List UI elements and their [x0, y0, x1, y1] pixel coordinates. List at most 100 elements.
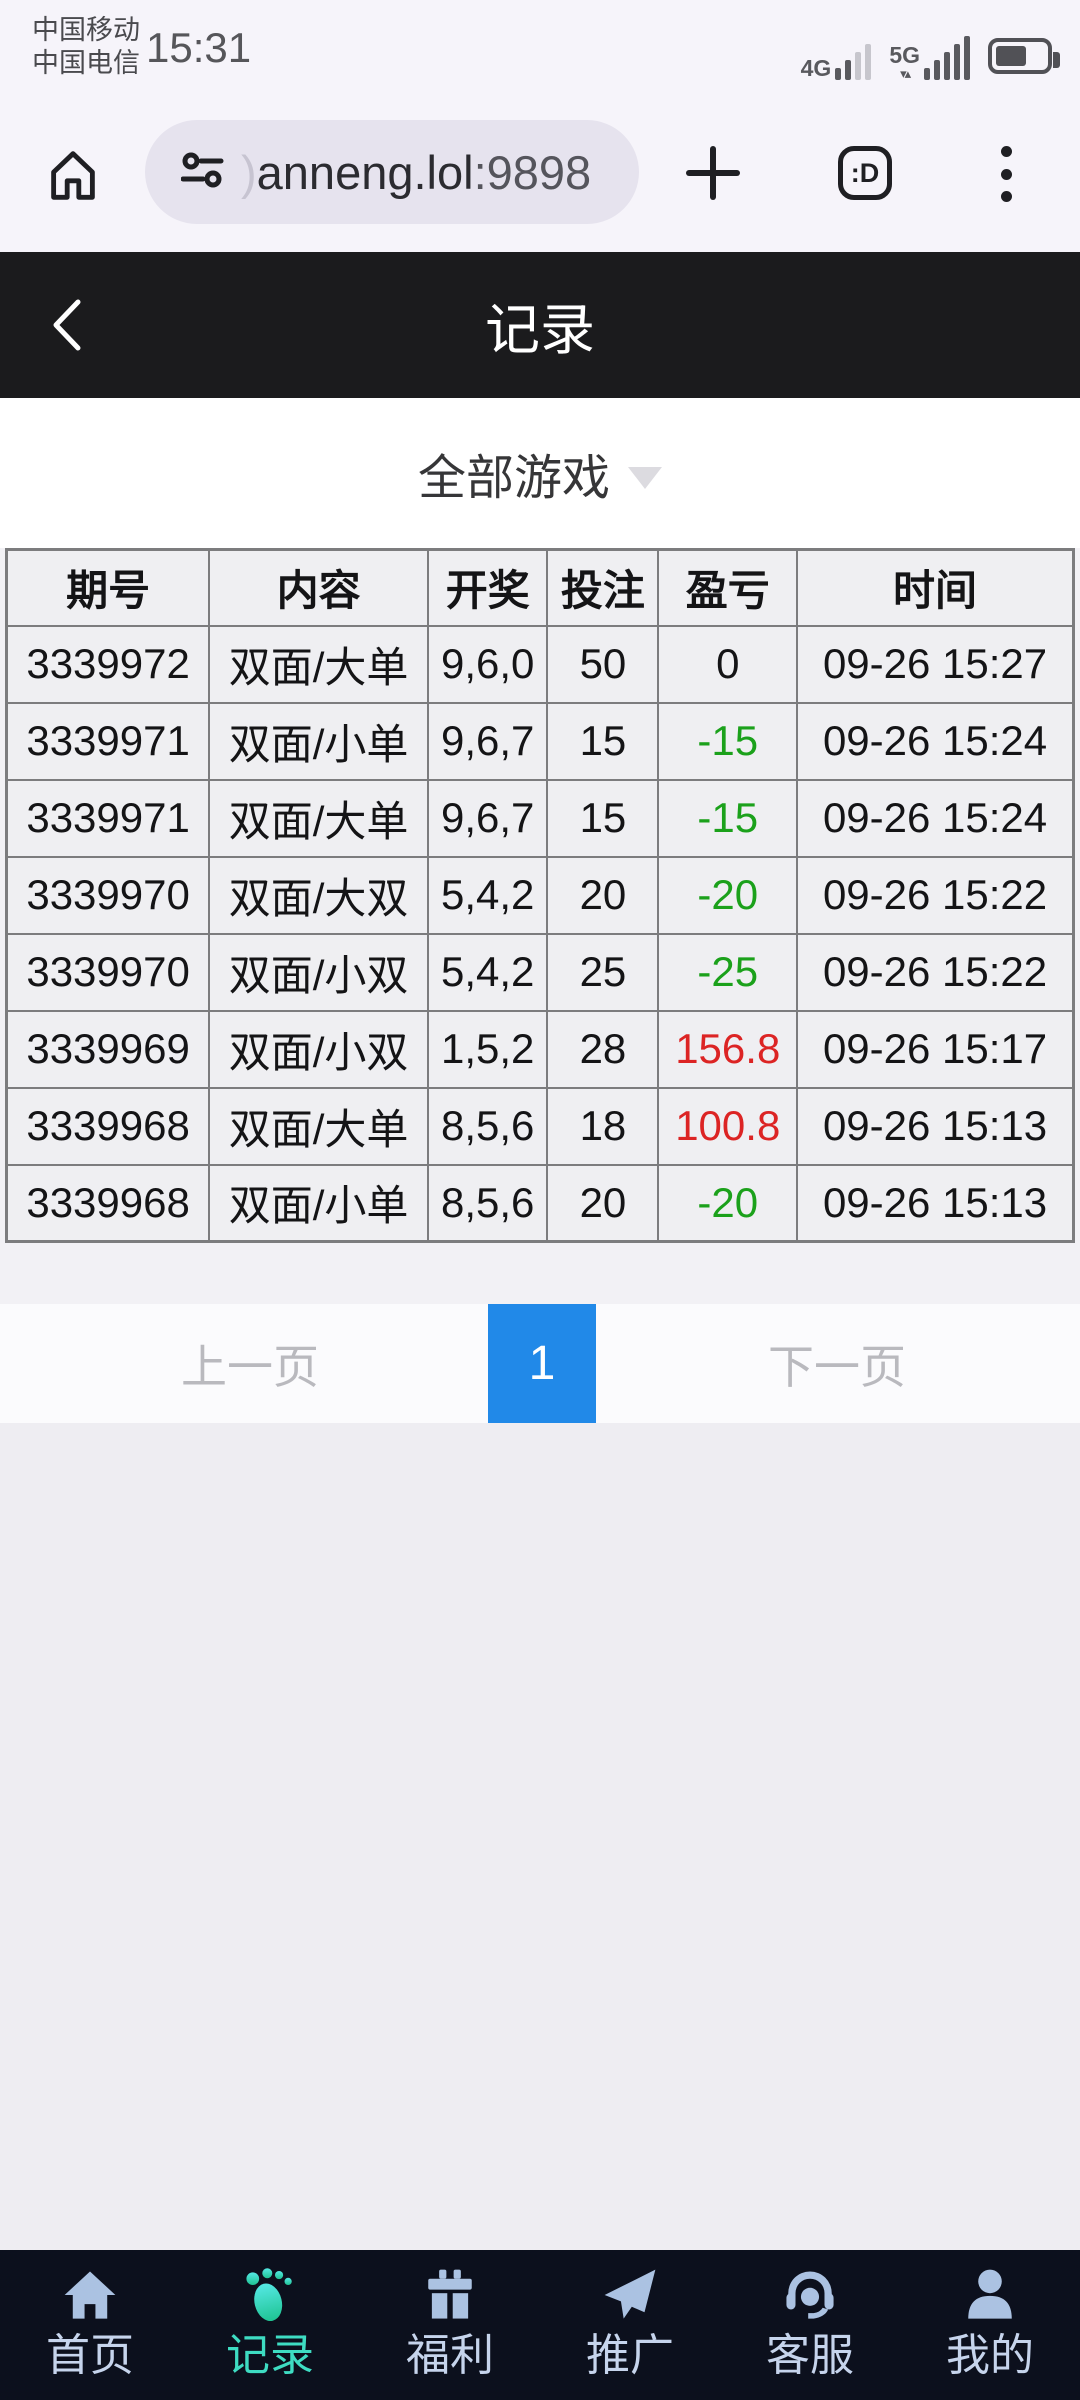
cell-draw: 9,6,7 — [426, 778, 549, 858]
cell-issue: 3339970 — [5, 932, 211, 1012]
nav-item-records[interactable]: 记录 — [180, 2250, 360, 2400]
cell-draw: 8,5,6 — [426, 1163, 549, 1243]
headset-icon — [781, 2264, 839, 2326]
cell-bet: 25 — [546, 932, 660, 1012]
records-table-zone: 期号 内容 开奖 投注 盈亏 时间 3339972 双面/大单 9,6,0 50… — [0, 548, 1080, 1304]
cell-draw: 8,5,6 — [426, 1086, 549, 1166]
cell-profit: 156.8 — [657, 1009, 799, 1089]
carrier-block: 中国移动 中国电信 15:31 — [32, 14, 251, 80]
table-row: 3339968 双面/小单 8,5,6 20 -20 09-26 15:13 — [5, 1163, 1075, 1243]
cell-profit: -25 — [657, 932, 799, 1012]
cell-draw: 5,4,2 — [426, 932, 549, 1012]
nav-item-promotion[interactable]: 推广 — [540, 2250, 720, 2400]
cell-profit: -20 — [657, 1163, 799, 1243]
cell-issue: 3339968 — [5, 1086, 211, 1166]
cell-time: 09-26 15:22 — [796, 932, 1075, 1012]
cell-bet: 15 — [546, 778, 660, 858]
table-row: 3339970 双面/小双 5,4,2 25 -25 09-26 15:22 — [5, 932, 1075, 1012]
table-row: 3339971 双面/大单 9,6,7 15 -15 09-26 15:24 — [5, 778, 1075, 858]
cell-issue: 3339971 — [5, 701, 211, 781]
table-row: 3339971 双面/小单 9,6,7 15 -15 09-26 15:24 — [5, 701, 1075, 781]
bottom-nav: 首页 记录 — [0, 2250, 1080, 2400]
cell-time: 09-26 15:24 — [796, 778, 1075, 858]
page-title: 记录 — [484, 299, 595, 361]
cell-bet: 15 — [546, 701, 660, 781]
game-filter-dropdown[interactable]: 全部游戏 — [0, 398, 1080, 548]
cell-time: 09-26 15:24 — [796, 701, 1075, 781]
chevron-down-icon — [628, 467, 662, 489]
clock: 15:31 — [146, 24, 252, 71]
table-row: 3339970 双面/大双 5,4,2 20 -20 09-26 15:22 — [5, 855, 1075, 935]
cell-content: 双面/大单 — [208, 1086, 429, 1166]
nav-item-home[interactable]: 首页 — [0, 2250, 180, 2400]
header-profit: 盈亏 — [657, 548, 799, 627]
records-table: 期号 内容 开奖 投注 盈亏 时间 3339972 双面/大单 9,6,0 50… — [5, 548, 1075, 1243]
nav-item-welfare[interactable]: 福利 — [360, 2250, 540, 2400]
browser-toolbar: )anneng.lol:9898 :D — [0, 100, 1080, 252]
cell-draw: 1,5,2 — [426, 1009, 549, 1089]
prev-page-button[interactable]: 上一页 — [181, 1340, 319, 1393]
nav-item-profile[interactable]: 我的 — [900, 2250, 1080, 2400]
game-filter-label: 全部游戏 — [417, 452, 610, 505]
cell-time: 09-26 15:17 — [796, 1009, 1075, 1089]
cell-content: 双面/大双 — [208, 855, 429, 935]
carrier-2: 中国电信 — [32, 48, 140, 78]
cell-profit: -20 — [657, 855, 799, 935]
site-settings-icon[interactable] — [180, 148, 225, 197]
cell-bet: 18 — [546, 1086, 660, 1166]
table-header-row: 期号 内容 开奖 投注 盈亏 时间 — [5, 548, 1075, 627]
cell-profit: -15 — [657, 778, 799, 858]
browser-home-icon[interactable] — [42, 144, 104, 211]
home-icon — [61, 2264, 119, 2326]
tab-switcher-icon[interactable]: :D — [838, 146, 892, 200]
new-tab-icon[interactable] — [682, 142, 744, 204]
table-row: 3339968 双面/大单 8,5,6 18 100.8 09-26 15:13 — [5, 1086, 1075, 1166]
browser-menu-icon[interactable] — [1000, 146, 1012, 202]
cell-issue: 3339968 — [5, 1163, 211, 1243]
cell-issue: 3339969 — [5, 1009, 211, 1089]
cell-bet: 50 — [546, 624, 660, 704]
status-bar: 中国移动 中国电信 15:31 4G 5G ▾▴ — [0, 0, 1080, 100]
signal-5g-icon: 5G ▾▴ — [889, 36, 970, 80]
filter-section: 全部游戏 — [0, 398, 1080, 548]
header-content: 内容 — [208, 548, 429, 627]
cell-time: 09-26 15:13 — [796, 1086, 1075, 1166]
footprint-icon — [241, 2264, 299, 2326]
signal-4g-icon: 4G — [801, 44, 872, 80]
cell-bet: 20 — [546, 855, 660, 935]
page-header: 记录 — [0, 252, 1080, 398]
cell-profit: 100.8 — [657, 1086, 799, 1166]
cell-issue: 3339972 — [5, 624, 211, 704]
cell-time: 09-26 15:22 — [796, 855, 1075, 935]
cell-draw: 9,6,7 — [426, 701, 549, 781]
cell-issue: 3339970 — [5, 855, 211, 935]
table-row: 3339972 双面/大单 9,6,0 50 0 09-26 15:27 — [5, 624, 1075, 704]
paper-plane-icon — [601, 2264, 659, 2326]
header-issue: 期号 — [5, 548, 211, 627]
cell-profit: 0 — [657, 624, 799, 704]
pagination: 上一页 1 下一页 — [0, 1304, 1080, 1423]
cell-issue: 3339971 — [5, 778, 211, 858]
header-bet: 投注 — [546, 548, 660, 627]
cell-content: 双面/小单 — [208, 1163, 429, 1243]
carrier-1: 中国移动 — [32, 15, 140, 45]
header-draw: 开奖 — [426, 548, 549, 627]
nav-item-support[interactable]: 客服 — [720, 2250, 900, 2400]
back-icon[interactable] — [46, 296, 86, 359]
cell-content: 双面/大单 — [208, 624, 429, 704]
cell-profit: -15 — [657, 701, 799, 781]
cell-time: 09-26 15:13 — [796, 1163, 1075, 1243]
cell-content: 双面/小双 — [208, 932, 429, 1012]
url-text[interactable]: )anneng.lol:9898 — [241, 145, 592, 199]
next-page-button[interactable]: 下一页 — [768, 1340, 906, 1393]
current-page-button[interactable]: 1 — [488, 1304, 596, 1423]
battery-icon — [988, 38, 1060, 74]
table-row: 3339969 双面/小双 1,5,2 28 156.8 09-26 15:17 — [5, 1009, 1075, 1089]
cell-content: 双面/小双 — [208, 1009, 429, 1089]
person-icon — [961, 2264, 1019, 2326]
cell-time: 09-26 15:27 — [796, 624, 1075, 704]
cell-draw: 5,4,2 — [426, 855, 549, 935]
url-bar[interactable]: )anneng.lol:9898 — [145, 120, 639, 224]
cell-draw: 9,6,0 — [426, 624, 549, 704]
